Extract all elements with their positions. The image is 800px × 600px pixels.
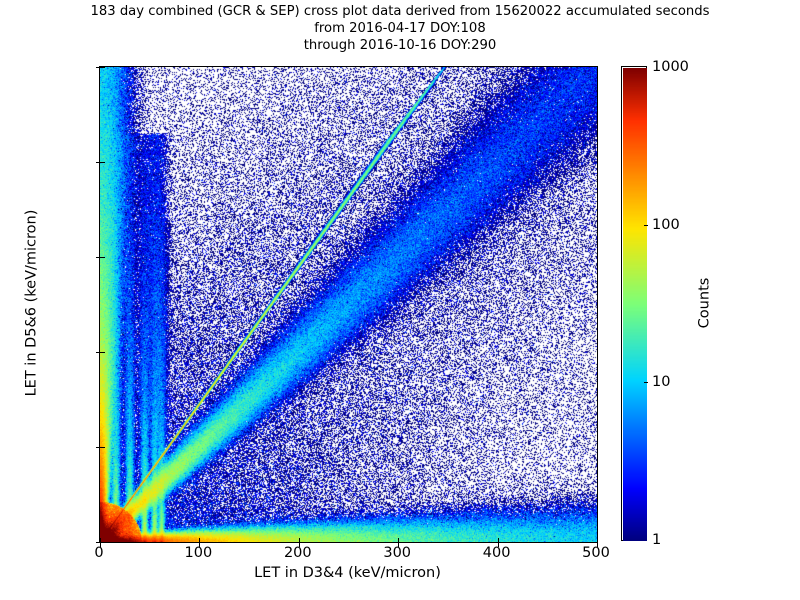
colorbar-tick-label-1000: 1000 (652, 59, 689, 75)
x-tick-inner-0 (100, 538, 101, 543)
y-tick-inner-100 (100, 447, 105, 448)
x-tick-300 (398, 543, 400, 547)
x-tick-label-200: 200 (283, 545, 312, 561)
plot-title: 183 day combined (GCR & SEP) cross plot … (0, 3, 800, 54)
colorbar-label: Counts (696, 277, 713, 329)
x-axis-label: LET in D3&4 (keV/micron) (254, 565, 441, 581)
y-tick-inner-0 (100, 542, 105, 543)
x-tick-label-0: 0 (94, 545, 104, 561)
x-tick-inner-400 (497, 538, 499, 543)
x-tick-100 (199, 543, 201, 547)
x-tick-inner-500 (597, 538, 598, 543)
y-tick-inner-500 (100, 67, 105, 68)
y-tick-inner-200 (100, 352, 105, 353)
colorbar-tick-label-10: 10 (652, 374, 671, 391)
x-tick-label-100: 100 (184, 545, 213, 561)
y-tick-0 (96, 542, 100, 543)
title-line-1: 183 day combined (GCR & SEP) cross plot … (90, 4, 710, 19)
y-axis-label: LET in D5&6 (keV/micron) (23, 209, 40, 397)
colorbar-tick-100 (644, 224, 648, 226)
colorbar-tick-10 (644, 382, 648, 384)
x-tick-inner-300 (398, 538, 400, 543)
colorbar-tick-label-100: 100 (652, 216, 680, 233)
y-tick-400 (96, 162, 100, 163)
x-tick-label-300: 300 (383, 545, 412, 561)
x-tick-500 (597, 543, 598, 547)
colorbar-frame (621, 66, 647, 541)
x-tick-label-500: 500 (582, 545, 610, 561)
x-tick-0 (100, 543, 101, 547)
y-tick-200 (96, 352, 100, 353)
y-tick-inner-400 (100, 162, 105, 163)
x-tick-inner-100 (199, 538, 201, 543)
y-tick-300 (96, 257, 100, 258)
y-tick-500 (96, 67, 100, 68)
y-tick-100 (96, 447, 100, 448)
colorbar-gradient (623, 68, 647, 541)
scatter-plot-axes[interactable] (96, 66, 598, 547)
x-tick-inner-200 (298, 538, 300, 543)
x-tick-200 (298, 543, 300, 547)
colorbar-tick-label-1: 1 (652, 532, 662, 548)
x-tick-label-400: 400 (482, 545, 511, 561)
y-tick-inner-300 (100, 257, 105, 258)
title-line-2: from 2016-04-17 DOY:108 (314, 21, 486, 36)
colorbar[interactable]: 1 10 100 1000 (621, 59, 689, 548)
title-line-3: through 2016-10-16 DOY:290 (303, 38, 497, 53)
density-heatmap (100, 67, 597, 542)
x-tick-400 (497, 543, 499, 547)
